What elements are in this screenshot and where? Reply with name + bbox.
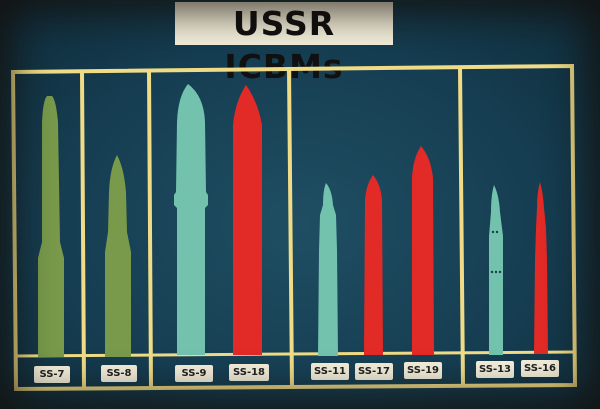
label-ss-13: SS-13: [476, 361, 514, 378]
missile-ss-19: [412, 146, 434, 355]
frame: [10, 63, 578, 392]
label-ss-16: SS-16: [521, 360, 559, 377]
label-ss-9: SS-9: [175, 365, 213, 382]
missile-ss-7: [38, 96, 64, 357]
frame-outline: [10, 63, 578, 392]
divider-3: [287, 68, 294, 388]
missile-ss-13-markings: [490, 230, 502, 274]
label-ss-7: SS-7: [34, 366, 70, 383]
missile-ss-18: [233, 85, 262, 355]
label-ss-18: SS-18: [229, 364, 269, 381]
missile-ss-9: [174, 84, 208, 355]
divider-4: [458, 66, 465, 387]
slide-title: USSR ICBMs: [175, 2, 393, 86]
label-ss-17: SS-17: [355, 363, 393, 380]
divider-1: [80, 70, 86, 389]
missile-ss-13: [489, 185, 503, 355]
divider-2: [147, 69, 153, 389]
label-ss-19: SS-19: [404, 362, 442, 379]
label-ss-11: SS-11: [311, 363, 349, 380]
label-ss-8: SS-8: [101, 365, 137, 382]
missile-ss-17: [364, 175, 383, 355]
missile-ss-8: [105, 155, 131, 357]
missile-ss-16: [534, 182, 548, 354]
missile-ss-11: [318, 183, 338, 356]
